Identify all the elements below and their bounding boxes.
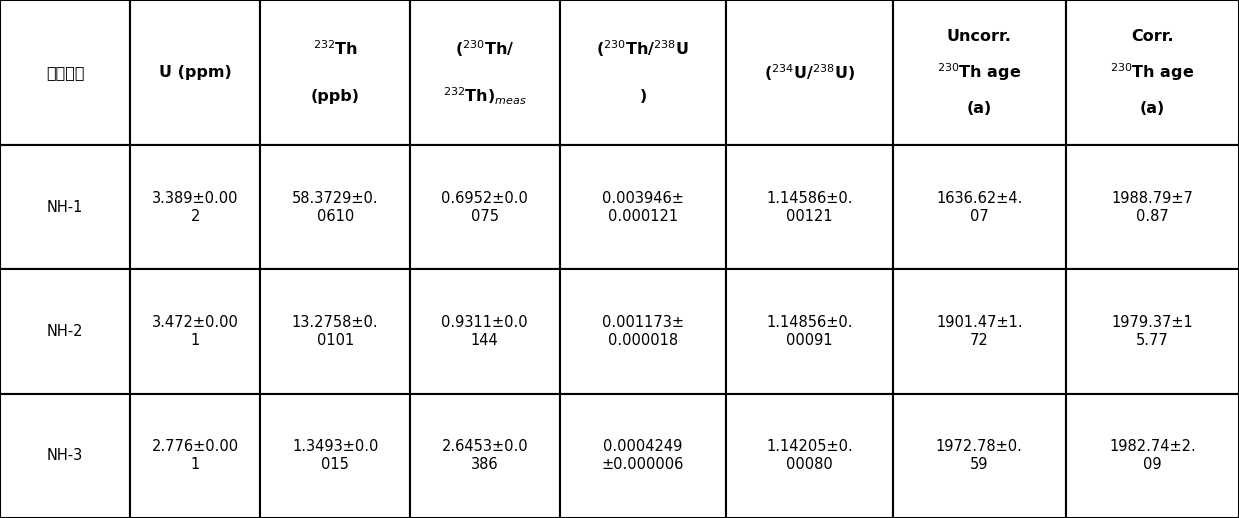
Bar xyxy=(1066,269,1239,394)
Text: NH-3: NH-3 xyxy=(47,449,83,463)
Text: 13.2758±0.
0101: 13.2758±0. 0101 xyxy=(292,315,378,348)
Bar xyxy=(893,145,1066,269)
Text: 1901.47±1.
72: 1901.47±1. 72 xyxy=(935,315,1022,348)
Text: U (ppm): U (ppm) xyxy=(159,65,232,80)
Bar xyxy=(560,394,726,518)
Bar xyxy=(260,269,410,394)
Text: $^{230}$Th age: $^{230}$Th age xyxy=(1110,62,1194,83)
Text: (ppb): (ppb) xyxy=(311,89,359,104)
Text: 1.14856±0.
00091: 1.14856±0. 00091 xyxy=(766,315,852,348)
Bar xyxy=(130,0,260,145)
Text: ): ) xyxy=(639,89,647,104)
Bar xyxy=(726,394,893,518)
Bar xyxy=(893,269,1066,394)
Text: 58.3729±0.
0610: 58.3729±0. 0610 xyxy=(292,191,378,224)
Text: 0.003946±
0.000121: 0.003946± 0.000121 xyxy=(602,191,684,224)
Bar xyxy=(260,0,410,145)
Text: (a): (a) xyxy=(1140,102,1165,116)
Text: 子样品名: 子样品名 xyxy=(46,65,84,80)
Bar xyxy=(0,269,130,394)
Text: Corr.: Corr. xyxy=(1131,29,1173,44)
Text: ($^{234}$U/$^{238}$U): ($^{234}$U/$^{238}$U) xyxy=(764,62,855,83)
Text: ($^{230}$Th/$^{238}$U: ($^{230}$Th/$^{238}$U xyxy=(596,38,689,59)
Bar xyxy=(130,145,260,269)
Text: 0.6952±0.0
075: 0.6952±0.0 075 xyxy=(441,191,528,224)
Bar xyxy=(1066,145,1239,269)
Text: 2.6453±0.0
386: 2.6453±0.0 386 xyxy=(441,439,528,472)
Text: 0.9311±0.0
144: 0.9311±0.0 144 xyxy=(441,315,528,348)
Text: 1982.74±2.
09: 1982.74±2. 09 xyxy=(1109,439,1196,472)
Text: (a): (a) xyxy=(966,102,992,116)
Bar xyxy=(260,394,410,518)
Bar xyxy=(560,269,726,394)
Text: ($^{230}$Th/: ($^{230}$Th/ xyxy=(455,38,514,59)
Bar xyxy=(726,269,893,394)
Text: 1.3493±0.0
015: 1.3493±0.0 015 xyxy=(292,439,378,472)
Bar xyxy=(410,269,560,394)
Bar xyxy=(410,0,560,145)
Bar xyxy=(0,145,130,269)
Text: 1988.79±7
0.87: 1988.79±7 0.87 xyxy=(1111,191,1193,224)
Text: 0.0004249
±0.000006: 0.0004249 ±0.000006 xyxy=(602,439,684,472)
Text: 3.389±0.00
2: 3.389±0.00 2 xyxy=(152,191,238,224)
Text: 1979.37±1
5.77: 1979.37±1 5.77 xyxy=(1111,315,1193,348)
Text: Uncorr.: Uncorr. xyxy=(947,29,1012,44)
Bar xyxy=(726,145,893,269)
Bar xyxy=(410,394,560,518)
Bar xyxy=(130,394,260,518)
Text: 1636.62±4.
07: 1636.62±4. 07 xyxy=(937,191,1022,224)
Bar xyxy=(560,145,726,269)
Bar xyxy=(893,394,1066,518)
Bar xyxy=(893,0,1066,145)
Bar xyxy=(1066,394,1239,518)
Text: $^{230}$Th age: $^{230}$Th age xyxy=(937,62,1021,83)
Text: 1.14586±0.
00121: 1.14586±0. 00121 xyxy=(766,191,852,224)
Text: 0.001173±
0.000018: 0.001173± 0.000018 xyxy=(602,315,684,348)
Bar xyxy=(130,269,260,394)
Text: 1.14205±0.
00080: 1.14205±0. 00080 xyxy=(766,439,852,472)
Bar xyxy=(726,0,893,145)
Text: NH-1: NH-1 xyxy=(47,200,83,214)
Bar xyxy=(0,0,130,145)
Bar xyxy=(0,394,130,518)
Text: 2.776±0.00
1: 2.776±0.00 1 xyxy=(151,439,239,472)
Bar xyxy=(1066,0,1239,145)
Text: $^{232}$Th: $^{232}$Th xyxy=(312,39,358,57)
Text: 3.472±0.00
1: 3.472±0.00 1 xyxy=(152,315,239,348)
Bar xyxy=(260,145,410,269)
Text: NH-2: NH-2 xyxy=(47,324,83,339)
Bar xyxy=(560,0,726,145)
Text: 1972.78±0.
59: 1972.78±0. 59 xyxy=(935,439,1022,472)
Text: $^{232}$Th)$_{meas}$: $^{232}$Th)$_{meas}$ xyxy=(442,86,527,107)
Bar xyxy=(410,145,560,269)
